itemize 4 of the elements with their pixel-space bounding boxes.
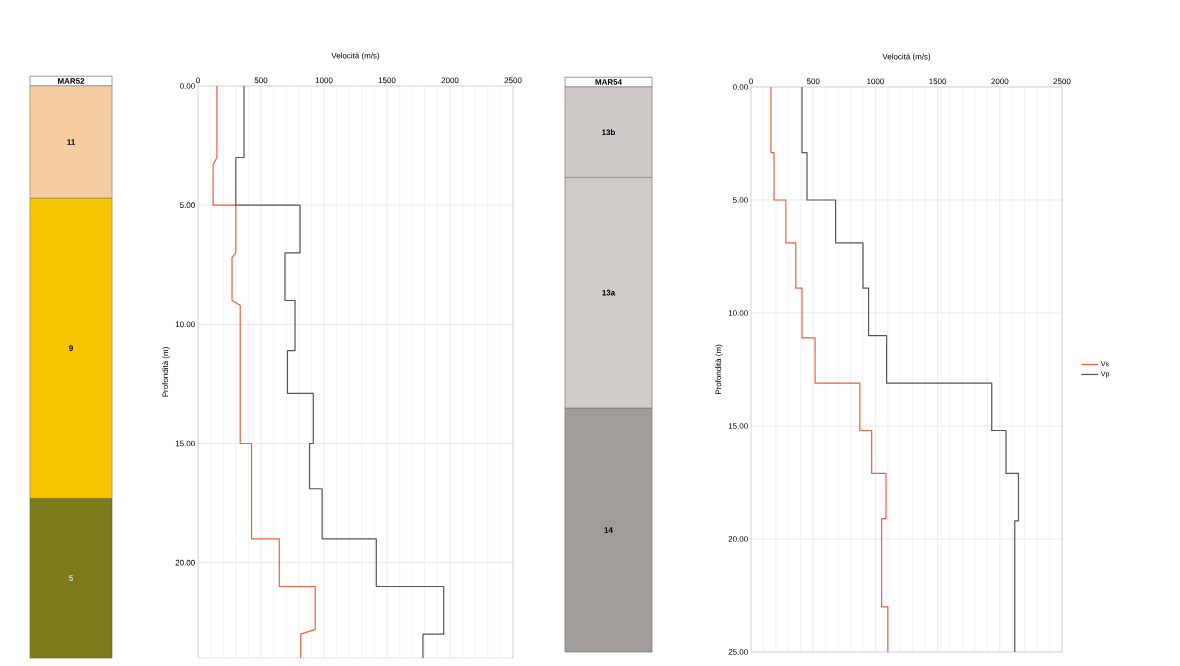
line-series — [770, 86, 889, 652]
line-series — [801, 86, 1020, 652]
line-series — [235, 85, 445, 658]
line-series — [212, 85, 316, 658]
